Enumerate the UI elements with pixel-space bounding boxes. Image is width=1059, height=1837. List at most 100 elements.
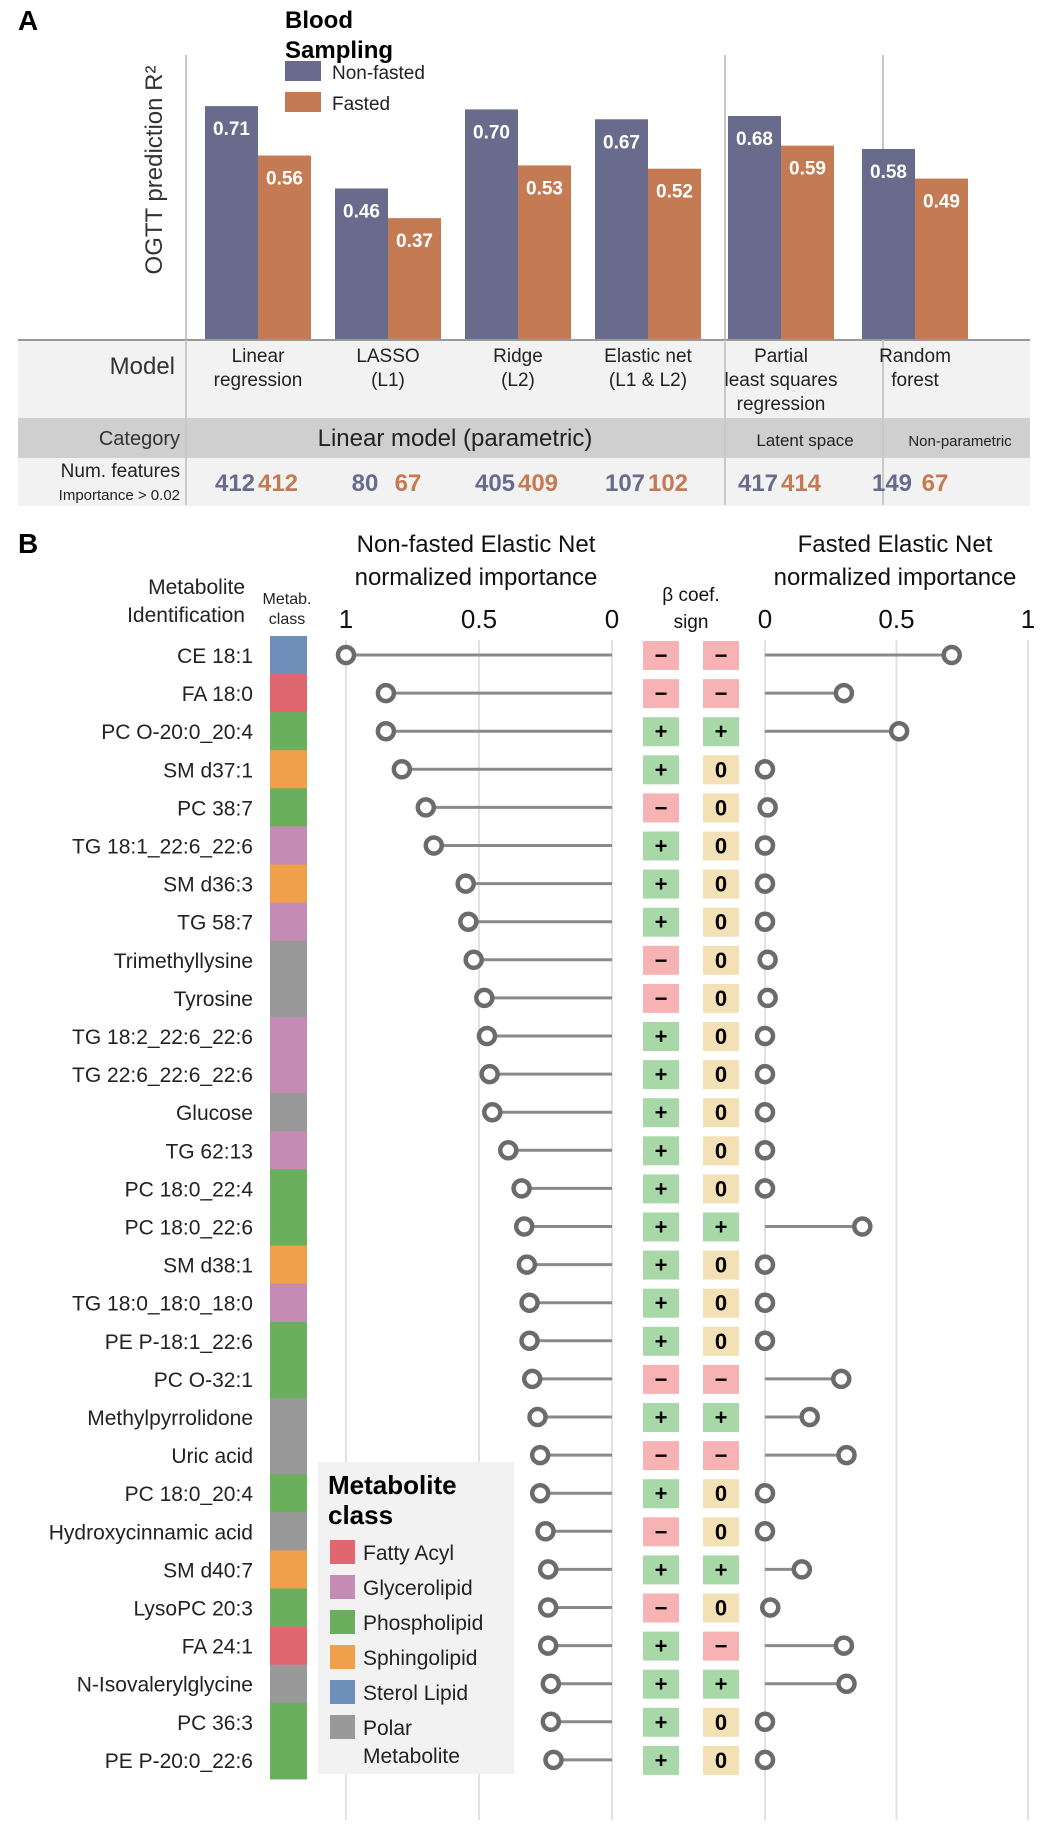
- model-name-0-0: Linear: [232, 346, 285, 367]
- class-cell-23: [270, 1512, 307, 1551]
- legend-a-swatch-1: [285, 92, 321, 112]
- f-point-16: [754, 1254, 776, 1275]
- sign-box-3-1: [703, 755, 739, 785]
- f-point-29: [754, 1749, 776, 1771]
- bar-label-0-0: 0.71: [213, 119, 250, 140]
- sign-box-12-0: [643, 1098, 679, 1128]
- metabolite-name-18: PE P-18:1_22:6: [105, 1331, 253, 1354]
- sign-box-9-1: [703, 983, 739, 1013]
- metabolite-name-29: PE P-20:0_22:6: [105, 1750, 253, 1773]
- sign-box-23-1: [703, 1517, 739, 1547]
- metabolite-name-8: Trimethyllysine: [114, 950, 253, 973]
- right-title-line1: Fasted Elastic Net: [798, 531, 993, 558]
- sign-box-9-0: [643, 983, 679, 1013]
- row-label-features-sub: Importance > 0.02: [59, 487, 180, 504]
- sign-box-10-1: [703, 1022, 739, 1051]
- sign-8-1: 0: [715, 948, 727, 973]
- f-point-27: [836, 1673, 857, 1694]
- sign-box-8-0: [643, 945, 679, 975]
- f-point-25: [760, 1597, 781, 1618]
- model-name-3-1: (L1 & L2): [609, 370, 687, 391]
- sign-17-1: 0: [715, 1291, 727, 1316]
- class-cell-9: [270, 978, 307, 1018]
- nf-point-21: [529, 1444, 551, 1466]
- nf-point-17: [519, 1292, 540, 1313]
- nf-point-27: [540, 1673, 562, 1694]
- sign-box-14-0: [643, 1174, 679, 1204]
- sign-box-0-1: [703, 641, 739, 670]
- f-point-1: [833, 682, 855, 704]
- sign-18-1: 0: [715, 1329, 727, 1354]
- legend-b-label-2: Phospholipid: [363, 1612, 483, 1635]
- legend-b-title-line2: class: [328, 1500, 393, 1530]
- legend-b-label-4: Sterol Lipid: [363, 1682, 468, 1705]
- metabolite-name-15: PC 18:0_22:6: [125, 1217, 253, 1240]
- sign-29-1: 0: [715, 1748, 727, 1773]
- metabolite-name-6: SM d36:3: [163, 874, 253, 897]
- f-point-8: [757, 949, 778, 971]
- sign-box-28-1: [703, 1707, 739, 1737]
- sign-24-1: +: [715, 1557, 728, 1582]
- nf-point-20: [527, 1406, 548, 1428]
- sign-9-0: −: [655, 986, 668, 1011]
- sign-header-line1: β coef.: [662, 585, 719, 606]
- model-name-2-1: (L2): [501, 370, 535, 391]
- sign-box-16-0: [643, 1250, 679, 1280]
- bar-4-1: [781, 145, 834, 340]
- model-name-5-1: forest: [891, 370, 939, 391]
- f-point-28: [754, 1711, 776, 1733]
- nf-point-0: [335, 644, 357, 666]
- f-point-23: [754, 1521, 776, 1542]
- sign-3-0: +: [655, 757, 668, 782]
- model-name-5-0: Random: [879, 346, 951, 367]
- feature-count-0-1: 412: [258, 470, 298, 497]
- bar-5-1: [915, 178, 968, 340]
- feature-count-5-0: 149: [872, 470, 912, 497]
- sign-box-11-0: [643, 1060, 679, 1090]
- feature-count-1-0: 80: [352, 470, 379, 497]
- sign-9-1: 0: [715, 986, 727, 1011]
- f-point-5: [754, 835, 776, 856]
- f-point-7: [754, 911, 776, 932]
- sign-box-6-0: [643, 869, 679, 899]
- metabolite-name-19: PC O-32:1: [154, 1369, 253, 1392]
- f-point-2: [888, 720, 910, 742]
- legend-a-title-line2: Sampling: [285, 37, 393, 64]
- bar-label-2-1: 0.53: [526, 178, 563, 199]
- metabolite-name-9: Tyrosine: [174, 988, 253, 1011]
- metabolite-name-5: TG 18:1_22:6_22:6: [72, 836, 253, 859]
- sign-29-0: +: [655, 1748, 668, 1773]
- sign-2-1: +: [715, 719, 728, 744]
- tick-label-4: 0.5: [878, 604, 914, 634]
- class-cell-15: [270, 1207, 307, 1247]
- sign-box-19-0: [643, 1364, 679, 1394]
- bar-5-0: [862, 148, 915, 340]
- sign-box-11-1: [703, 1060, 739, 1090]
- right-title-line2: normalized importance: [774, 564, 1017, 591]
- sign-box-20-1: [703, 1403, 739, 1432]
- model-name-4-2: regression: [737, 394, 826, 415]
- sign-box-19-1: [703, 1364, 739, 1394]
- class-cell-8: [270, 940, 307, 980]
- category-0: Linear model (parametric): [318, 425, 593, 452]
- class-header-line1: Metab.: [263, 591, 312, 608]
- metabolite-name-14: PC 18:0_22:4: [125, 1178, 254, 1201]
- nf-point-24: [537, 1559, 559, 1580]
- bar-2-0: [465, 109, 518, 340]
- sign-box-17-0: [643, 1288, 679, 1318]
- id-header-line2: Identification: [127, 604, 245, 627]
- sign-13-0: +: [655, 1138, 668, 1163]
- nf-point-16: [516, 1254, 538, 1275]
- sign-box-4-1: [703, 793, 739, 823]
- sign-15-1: +: [715, 1215, 728, 1240]
- sign-6-0: +: [655, 872, 668, 897]
- legend-b-swatch-2: [330, 1610, 355, 1634]
- sign-box-28-0: [643, 1707, 679, 1737]
- legend-b-swatch-1: [330, 1575, 355, 1599]
- model-name-4-0: Partial: [754, 346, 808, 367]
- bar-label-5-0: 0.58: [870, 162, 907, 183]
- sign-box-12-1: [703, 1098, 739, 1128]
- feature-count-2-0: 405: [475, 470, 515, 497]
- nf-point-22: [529, 1482, 551, 1504]
- metabolite-name-24: SM d40:7: [163, 1559, 253, 1582]
